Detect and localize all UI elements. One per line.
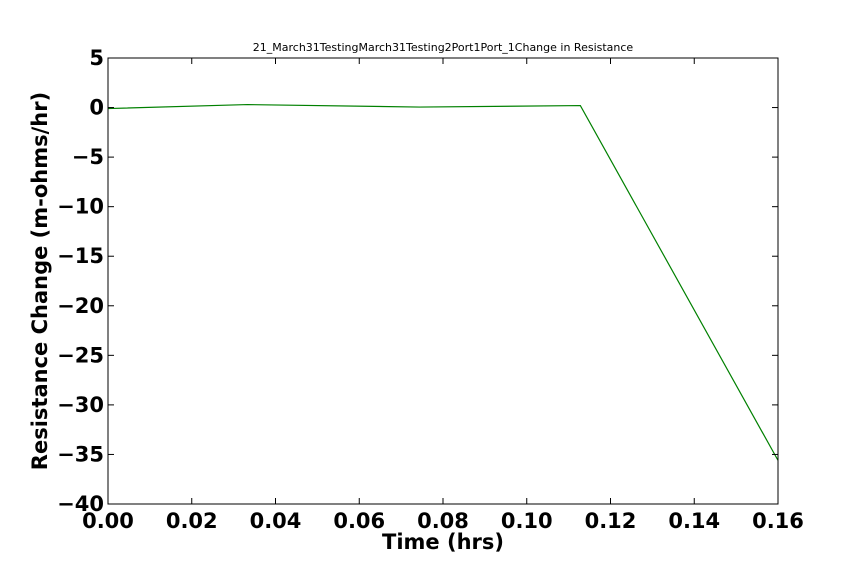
y-axis-label: Resistance Change (m-ohms/hr): [28, 92, 52, 470]
y-tick-label: −15: [57, 244, 104, 268]
y-tick-label: 5: [89, 46, 104, 70]
y-tick-label: −35: [57, 442, 104, 466]
series-layer: [107, 103, 779, 461]
y-tick-label: −10: [57, 195, 104, 219]
x-tick-label: 0.08: [417, 509, 469, 533]
x-tick-label: 0.06: [333, 509, 385, 533]
y-tick-label: −40: [57, 492, 104, 516]
x-tick-label: 0.04: [250, 509, 302, 533]
x-tick-label: 0.12: [585, 509, 637, 533]
tick-layer: 0.00 0.02 0.04 0.06 0.08 0.10 0.12 0.14 0.16 5 0 −5…: [57, 46, 804, 533]
x-tick-label: 0.10: [501, 509, 553, 533]
series-line: [107, 103, 779, 461]
x-tick-label: 0.16: [752, 509, 804, 533]
x-tick-label: 0.02: [166, 509, 218, 533]
y-tick-label: −30: [57, 393, 104, 417]
y-tick-label: −25: [57, 343, 104, 367]
y-tick-label: −20: [57, 294, 104, 318]
x-axis-label: Time (hrs): [382, 530, 504, 554]
y-tick-label: 0: [89, 96, 104, 120]
x-tick-label: 0.00: [82, 509, 134, 533]
chart-title: 21_March31TestingMarch31Testing2Port1Por…: [253, 41, 634, 54]
y-tick-label: −5: [72, 145, 104, 169]
x-tick-label: 0.14: [668, 509, 720, 533]
